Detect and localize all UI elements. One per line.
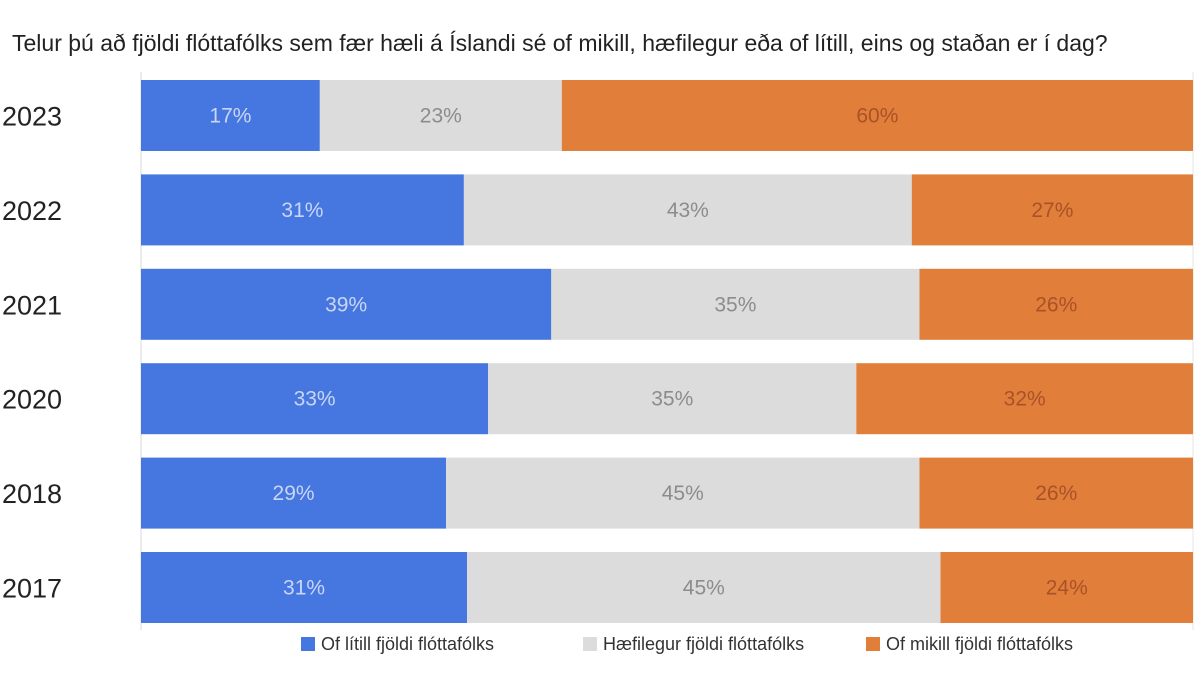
data-label-2018-s1: 29% (273, 482, 315, 505)
data-label-2022-s3: 27% (1031, 199, 1073, 222)
bar-segment-2018-s3 (919, 457, 1193, 529)
bar-segment-2021-s2 (551, 268, 920, 340)
data-label-2017-s2: 45% (683, 577, 725, 600)
bar-segment-2023-s3 (561, 80, 1193, 151)
data-label-2018-s2: 45% (662, 482, 704, 505)
data-label-2021-s2: 35% (714, 293, 756, 316)
year-label-2023: 2023 (2, 102, 62, 132)
bar-segment-2017-s2 (467, 552, 941, 623)
year-label-2018: 2018 (2, 479, 62, 509)
data-label-2022-s1: 31% (281, 199, 323, 222)
bar-segment-2020-s1 (141, 363, 489, 435)
bar-segment-2020-s2 (488, 363, 857, 435)
year-label-2021: 2021 (2, 290, 62, 320)
year-label-2017: 2017 (2, 574, 62, 604)
bar-segment-2018-s1 (141, 457, 447, 529)
data-label-2017-s3: 24% (1046, 577, 1088, 600)
bar-segment-2018-s2 (446, 457, 920, 529)
data-label-2023-s1: 17% (209, 105, 251, 128)
bar-segment-2021-s3 (919, 268, 1193, 340)
legend-label-1: Of lítill fjöldi flóttafólks (321, 634, 494, 654)
data-label-2018-s3: 26% (1035, 482, 1077, 505)
legend-label-3: Of mikill fjöldi flóttafólks (886, 634, 1073, 654)
data-label-2023-s2: 23% (420, 105, 462, 128)
bar-segment-2022-s1 (141, 174, 464, 246)
bar-segment-2022-s2 (463, 174, 912, 246)
data-label-2020-s2: 35% (651, 388, 693, 411)
legend-label-2: Hæfilegur fjöldi flóttafólks (603, 634, 804, 654)
bar-segment-2017-s1 (141, 552, 468, 623)
data-label-2022-s2: 43% (667, 199, 709, 222)
data-label-2017-s1: 31% (283, 577, 325, 600)
bar-segment-2023-s1 (141, 80, 320, 151)
data-label-2023-s3: 60% (856, 105, 898, 128)
data-label-2021-s3: 26% (1035, 293, 1077, 316)
year-label-2020: 2020 (2, 385, 62, 415)
data-label-2021-s1: 39% (325, 293, 367, 316)
year-label-2022: 2022 (2, 196, 62, 226)
legend-swatch-3 (866, 637, 880, 651)
bar-segment-2023-s2 (319, 80, 562, 151)
data-label-2020-s3: 32% (1004, 388, 1046, 411)
legend-swatch-1 (301, 637, 315, 651)
chart-title: Telur þú að fjöldi flóttafólks sem fær h… (12, 30, 1108, 56)
bar-segment-2021-s1 (141, 268, 552, 340)
data-label-2020-s1: 33% (294, 388, 336, 411)
bar-segment-2022-s3 (911, 174, 1193, 246)
bar-segment-2017-s3 (940, 552, 1193, 623)
legend-swatch-2 (583, 637, 597, 651)
bar-segment-2020-s3 (856, 363, 1193, 435)
